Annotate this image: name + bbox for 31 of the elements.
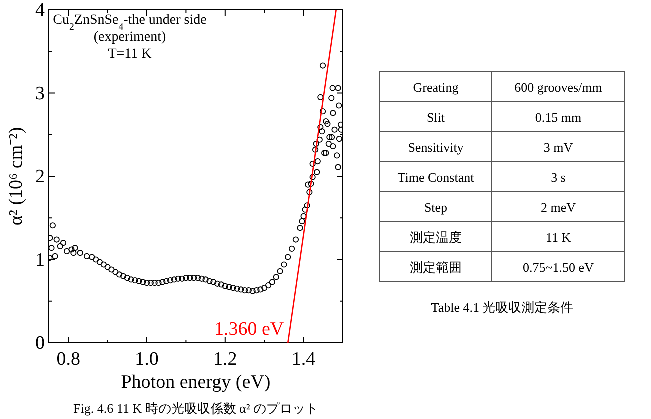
annotation: (experiment) <box>94 30 166 45</box>
text: 11 K <box>546 230 572 245</box>
y-tick-label: 2 <box>36 166 45 188</box>
text: Greating <box>413 80 460 95</box>
text: Slit <box>426 110 446 125</box>
x-tick-label: 0.8 <box>56 349 80 370</box>
y-axis-title: α² (10⁶ cm⁻²) <box>6 127 27 226</box>
text: 測定範囲 <box>410 260 462 275</box>
y-tick-label: 4 <box>36 0 46 21</box>
text: Fig. 4.6 11 K 時の光吸収係数 α² のプロット <box>74 401 318 416</box>
annotation: Cu$_{2}$ZnSnSe$_{4}$-the under side <box>53 13 207 32</box>
y-tick-label: 3 <box>36 83 45 104</box>
text: 3 mV <box>544 140 574 155</box>
x-tick-label: 1.2 <box>214 349 238 370</box>
text: 2 meV <box>540 200 577 215</box>
text: Time Constant <box>398 170 475 185</box>
y-tick-label: 1 <box>36 250 45 271</box>
text: 0.75~1.50 eV <box>523 260 595 275</box>
text: 600 grooves/mm <box>514 80 602 95</box>
text: 0.15 mm <box>535 110 582 125</box>
text: Table 4.1 光吸収測定条件 <box>431 300 574 315</box>
x-axis-title: Photon energy (eV) <box>121 372 271 393</box>
annotation: 1.360 eV <box>214 319 284 340</box>
text: Step <box>424 200 448 215</box>
annotation: T=11 K <box>108 47 152 62</box>
text: 3 s <box>551 170 566 185</box>
x-tick-label: 1.0 <box>135 349 159 370</box>
y-tick-label: 0 <box>36 333 45 354</box>
text: Sensitivity <box>408 140 464 155</box>
text: 測定温度 <box>410 230 462 245</box>
x-tick-label: 1.4 <box>292 349 316 370</box>
